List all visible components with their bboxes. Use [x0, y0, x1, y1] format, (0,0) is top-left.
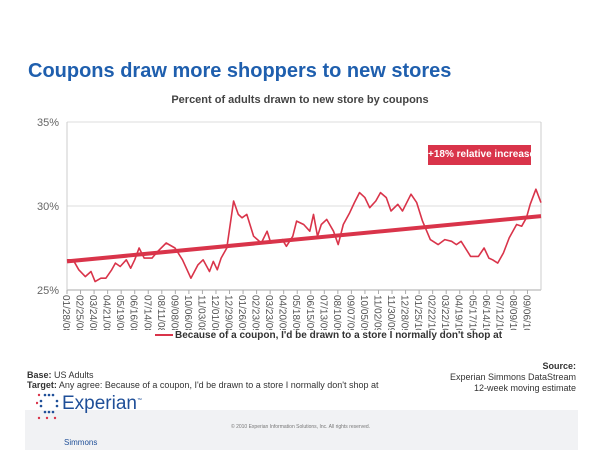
source-note: Source: Experian Simmons DataStream 12-wee… — [450, 361, 576, 394]
x-tick-label: 12/29/08 — [223, 295, 234, 330]
y-tick-label: 30% — [37, 201, 59, 213]
brand-tm: ™ — [137, 397, 142, 404]
target-note: Target: Any agree: Because of a coupon, … — [27, 380, 378, 390]
x-tick-label: 11/02/09 — [371, 295, 382, 330]
x-tick-label: 01/28/08 — [60, 295, 71, 330]
experian-logo-icon — [36, 393, 59, 420]
y-tick-label: 35% — [37, 117, 59, 129]
x-tick-label: 08/10/09 — [331, 295, 342, 330]
legend: Because of a coupon, I'd be drawn to a s… — [155, 330, 502, 341]
x-tick-label: 09/06/10 — [520, 295, 531, 330]
brand-text: Experian — [62, 393, 137, 414]
series-line — [67, 188, 542, 283]
trend-line — [66, 214, 542, 264]
line-chart: 35% 30% 25%01/28/08 02/25/08 03/24/08 04/21/0… — [37, 117, 542, 330]
x-tick-label: 12/01/08 — [209, 295, 220, 330]
x-tick-label: 05/17/10 — [466, 295, 477, 330]
x-tick-label: 04/21/08 — [101, 295, 112, 330]
x-tick-label: 08/09/10 — [507, 295, 518, 330]
x-tick-label: 02/22/10 — [426, 295, 437, 330]
base-label: Base: — [27, 370, 52, 380]
source-line1: Experian Simmons DataStream — [449, 372, 576, 382]
x-tick-label: 09/08/08 — [168, 295, 179, 330]
legend-swatch — [155, 334, 173, 337]
brand-name: Experian™ — [62, 393, 142, 415]
x-tick-label: 05/19/08 — [114, 295, 125, 330]
x-tick-label: 06/14/10 — [480, 295, 491, 330]
x-tick-label: 10/06/08 — [182, 295, 193, 330]
chart-title: Percent of adults drawn to new store by … — [171, 94, 429, 106]
x-tick-label: 01/26/09 — [236, 295, 247, 330]
x-tick-label: 10/05/09 — [358, 295, 369, 330]
increase-annotation: +18% relative increase — [428, 145, 535, 165]
x-tick-label: 03/24/08 — [87, 295, 98, 330]
x-tick-label: 07/14/08 — [141, 295, 152, 330]
x-tick-label: 03/23/09 — [263, 295, 274, 330]
x-tick-label: 05/18/09 — [290, 295, 301, 330]
slide-title: Coupons draw more shoppers to new stores — [28, 60, 452, 82]
x-tick-label: 03/22/10 — [439, 295, 450, 330]
x-tick-label: 02/25/08 — [74, 295, 85, 330]
footer-band — [25, 410, 578, 450]
x-tick-label: 12/28/09 — [399, 295, 410, 330]
x-tick-label: 11/30/09 — [385, 295, 396, 330]
x-tick-label: 09/07/09 — [344, 295, 355, 330]
x-tick-label: 06/15/09 — [304, 295, 315, 330]
source-line2: 12-week moving estimate — [473, 383, 576, 393]
x-tick-label: 04/19/10 — [453, 295, 464, 330]
x-tick-label: 07/12/10 — [493, 295, 504, 330]
copyright: © 2010 Experian Information Solutions, I… — [231, 424, 371, 430]
sub-brand: Simmons — [64, 438, 98, 447]
x-tick-label: 01/25/10 — [412, 295, 423, 330]
target-value: Any agree: Because of a coupon, I'd be d… — [56, 380, 379, 390]
x-tick-label: 07/13/09 — [317, 295, 328, 330]
x-tick-label: 11/03/08 — [195, 295, 206, 330]
base-value: US Adults — [51, 370, 94, 380]
x-tick-label: 08/11/08 — [155, 295, 166, 330]
base-note: Base: US Adults — [27, 370, 94, 380]
target-label: Target: — [27, 380, 57, 390]
x-tick-label: 02/23/09 — [250, 295, 261, 330]
x-tick-label: 04/20/09 — [277, 295, 288, 330]
y-tick-label: 25% — [37, 285, 59, 297]
x-tick-label: 06/16/08 — [128, 295, 139, 330]
source-label: Source: — [542, 361, 576, 371]
legend-label: Because of a coupon, I'd be drawn to a s… — [175, 330, 503, 341]
